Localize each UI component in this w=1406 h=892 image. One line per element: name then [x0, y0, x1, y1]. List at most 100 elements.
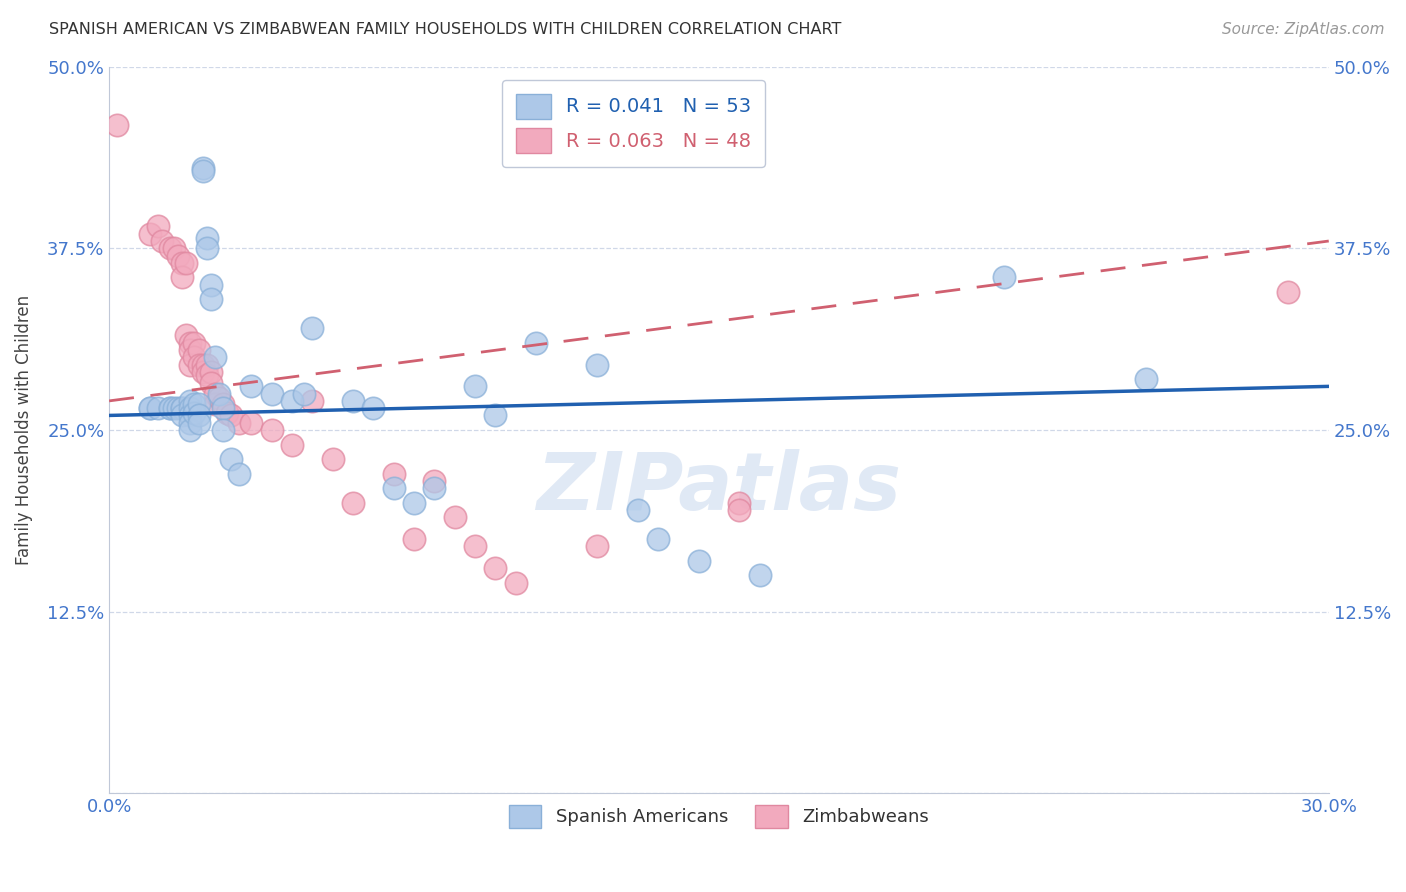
Point — [183, 335, 205, 350]
Point — [402, 496, 425, 510]
Point — [191, 161, 214, 176]
Point — [139, 401, 162, 416]
Point — [179, 358, 201, 372]
Point — [322, 452, 344, 467]
Point — [204, 397, 226, 411]
Point — [505, 575, 527, 590]
Point — [187, 416, 209, 430]
Point — [179, 335, 201, 350]
Point — [688, 554, 710, 568]
Point — [146, 401, 169, 416]
Point — [212, 397, 235, 411]
Text: ZIPatlas: ZIPatlas — [537, 449, 901, 527]
Point — [301, 321, 323, 335]
Point — [219, 452, 242, 467]
Point — [382, 467, 405, 481]
Point — [212, 423, 235, 437]
Point — [183, 397, 205, 411]
Point — [179, 409, 201, 423]
Text: Source: ZipAtlas.com: Source: ZipAtlas.com — [1222, 22, 1385, 37]
Point — [150, 234, 173, 248]
Point — [163, 241, 186, 255]
Point — [167, 248, 190, 262]
Point — [260, 386, 283, 401]
Point — [172, 270, 194, 285]
Point — [179, 416, 201, 430]
Point — [172, 401, 194, 416]
Point — [748, 568, 770, 582]
Point — [179, 423, 201, 437]
Point — [260, 423, 283, 437]
Point — [187, 409, 209, 423]
Point — [363, 401, 385, 416]
Point — [195, 368, 218, 382]
Point — [993, 270, 1015, 285]
Point — [183, 405, 205, 419]
Point — [208, 391, 231, 405]
Point — [200, 277, 222, 292]
Point — [176, 328, 198, 343]
Point — [204, 351, 226, 365]
Point — [195, 241, 218, 255]
Point — [1135, 372, 1157, 386]
Point — [586, 358, 609, 372]
Point — [228, 416, 250, 430]
Point — [382, 481, 405, 495]
Point — [105, 118, 128, 132]
Point — [159, 401, 181, 416]
Point — [402, 532, 425, 546]
Point — [179, 393, 201, 408]
Point — [200, 376, 222, 391]
Point — [146, 219, 169, 234]
Point — [1277, 285, 1299, 299]
Point — [159, 241, 181, 255]
Point — [187, 397, 209, 411]
Point — [423, 474, 446, 488]
Point — [586, 539, 609, 553]
Point — [172, 256, 194, 270]
Point — [627, 503, 650, 517]
Point — [191, 358, 214, 372]
Point — [524, 335, 547, 350]
Point — [139, 227, 162, 241]
Point — [505, 118, 527, 132]
Point — [443, 510, 465, 524]
Point — [179, 401, 201, 416]
Point — [484, 409, 506, 423]
Point — [301, 393, 323, 408]
Point — [183, 351, 205, 365]
Point — [200, 292, 222, 306]
Point — [240, 379, 263, 393]
Point — [228, 467, 250, 481]
Point — [167, 401, 190, 416]
Point — [219, 409, 242, 423]
Point — [163, 401, 186, 416]
Point — [647, 532, 669, 546]
Point — [176, 256, 198, 270]
Point — [215, 405, 238, 419]
Point — [200, 365, 222, 379]
Point — [728, 503, 751, 517]
Point — [187, 358, 209, 372]
Point — [464, 539, 486, 553]
Point — [139, 401, 162, 416]
Point — [342, 496, 364, 510]
Point — [191, 365, 214, 379]
Point — [172, 401, 194, 416]
Point — [281, 393, 304, 408]
Point — [292, 386, 315, 401]
Point — [179, 343, 201, 357]
Legend: Spanish Americans, Zimbabweans: Spanish Americans, Zimbabweans — [502, 797, 936, 835]
Point — [195, 231, 218, 245]
Point — [212, 401, 235, 416]
Point — [240, 416, 263, 430]
Point — [342, 393, 364, 408]
Point — [728, 496, 751, 510]
Point — [423, 481, 446, 495]
Point — [281, 437, 304, 451]
Y-axis label: Family Households with Children: Family Households with Children — [15, 295, 32, 565]
Point — [204, 386, 226, 401]
Point — [208, 386, 231, 401]
Point — [172, 409, 194, 423]
Point — [464, 379, 486, 393]
